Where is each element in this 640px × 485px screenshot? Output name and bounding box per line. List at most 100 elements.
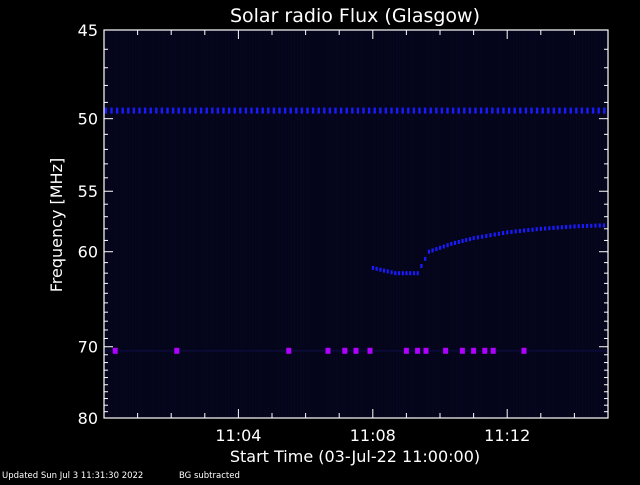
noise-streak [507, 30, 509, 418]
drift-mark [510, 229, 513, 234]
band-mark [345, 107, 348, 114]
noise-streak [378, 30, 380, 418]
noise-streak [168, 30, 170, 418]
noise-streak [189, 30, 191, 418]
y-tick-label: 80 [78, 409, 98, 428]
noise-streak [159, 30, 161, 418]
noise-streak [450, 30, 452, 418]
noise-streak [231, 30, 233, 418]
drift-mark [481, 234, 484, 239]
drift-mark [442, 244, 445, 249]
drift-mark [397, 271, 401, 276]
band-mark [283, 107, 287, 114]
y-axis-label: Frequency [MHz] [47, 158, 66, 292]
noise-streak [384, 30, 386, 418]
drift-mark [535, 227, 538, 232]
band-mark [530, 107, 533, 114]
noise-streak [564, 30, 566, 418]
noise-streak [345, 30, 347, 418]
noise-streak [555, 30, 557, 418]
noise-streak [300, 30, 302, 418]
y-tick-label: 45 [78, 21, 98, 40]
noise-streak [339, 30, 341, 418]
noise-streak [426, 30, 428, 418]
noise-streak [213, 30, 215, 418]
band-mark [513, 107, 516, 114]
band-mark [300, 107, 304, 114]
drift-mark [446, 243, 449, 248]
noise-streak [504, 30, 506, 418]
noise-streak [531, 30, 533, 418]
band-mark [250, 107, 253, 114]
burst-mark [521, 347, 527, 354]
burst-mark [423, 347, 429, 354]
noise-streak [510, 30, 512, 418]
drift-mark [409, 271, 412, 276]
burst-mark [471, 347, 477, 354]
noise-streak [141, 30, 143, 418]
band-mark [535, 107, 539, 114]
noise-streak [342, 30, 344, 418]
noise-streak [399, 30, 401, 418]
noise-streak [330, 30, 332, 418]
drift-mark [424, 256, 427, 261]
band-mark [547, 107, 550, 114]
noise-streak [279, 30, 281, 418]
noise-streak [348, 30, 350, 418]
noise-streak [276, 30, 278, 418]
noise-streak [132, 30, 134, 418]
drift-mark [468, 237, 472, 242]
noise-streak [495, 30, 497, 418]
band-mark [216, 107, 220, 114]
band-mark [339, 107, 343, 114]
noise-streak [489, 30, 491, 418]
noise-streak [492, 30, 494, 418]
noise-streak [444, 30, 446, 418]
drift-mark [514, 229, 517, 234]
noise-streak [288, 30, 290, 418]
noise-streak [567, 30, 569, 418]
noise-streak [333, 30, 335, 418]
band-mark [227, 107, 231, 114]
noise-streak [405, 30, 407, 418]
noise-streak [414, 30, 416, 418]
band-mark [418, 107, 421, 114]
band-mark [463, 107, 466, 114]
band-mark [278, 107, 281, 114]
band-mark [104, 107, 108, 114]
noise-streak [249, 30, 251, 418]
noise-streak [372, 30, 374, 418]
burst-mark [342, 347, 348, 354]
drift-mark [371, 265, 374, 270]
noise-streak [354, 30, 356, 418]
noise-streak [360, 30, 362, 418]
drift-mark [472, 236, 475, 241]
noise-streak [429, 30, 431, 418]
noise-streak [423, 30, 425, 418]
noise-streak [420, 30, 422, 418]
noise-streak [135, 30, 137, 418]
noise-streak [282, 30, 284, 418]
band-mark [211, 107, 214, 114]
drift-mark [379, 267, 382, 272]
noise-streak [138, 30, 140, 418]
noise-streak [516, 30, 518, 418]
noise-streak [432, 30, 434, 418]
noise-streak [321, 30, 323, 418]
drift-mark [560, 225, 563, 230]
noise-streak [456, 30, 458, 418]
noise-streak [528, 30, 530, 418]
band-mark [569, 107, 572, 114]
burst-mark [403, 347, 409, 354]
burst-mark [490, 347, 496, 354]
noise-streak [480, 30, 482, 418]
drift-mark [457, 240, 460, 244]
noise-streak [513, 30, 515, 418]
band-mark [267, 107, 270, 114]
noise-streak [336, 30, 338, 418]
band-mark [575, 107, 578, 114]
noise-streak [498, 30, 500, 418]
noise-streak [312, 30, 314, 418]
drift-mark [565, 225, 568, 229]
chart-title: Solar radio Flux (Glasgow) [230, 5, 480, 27]
